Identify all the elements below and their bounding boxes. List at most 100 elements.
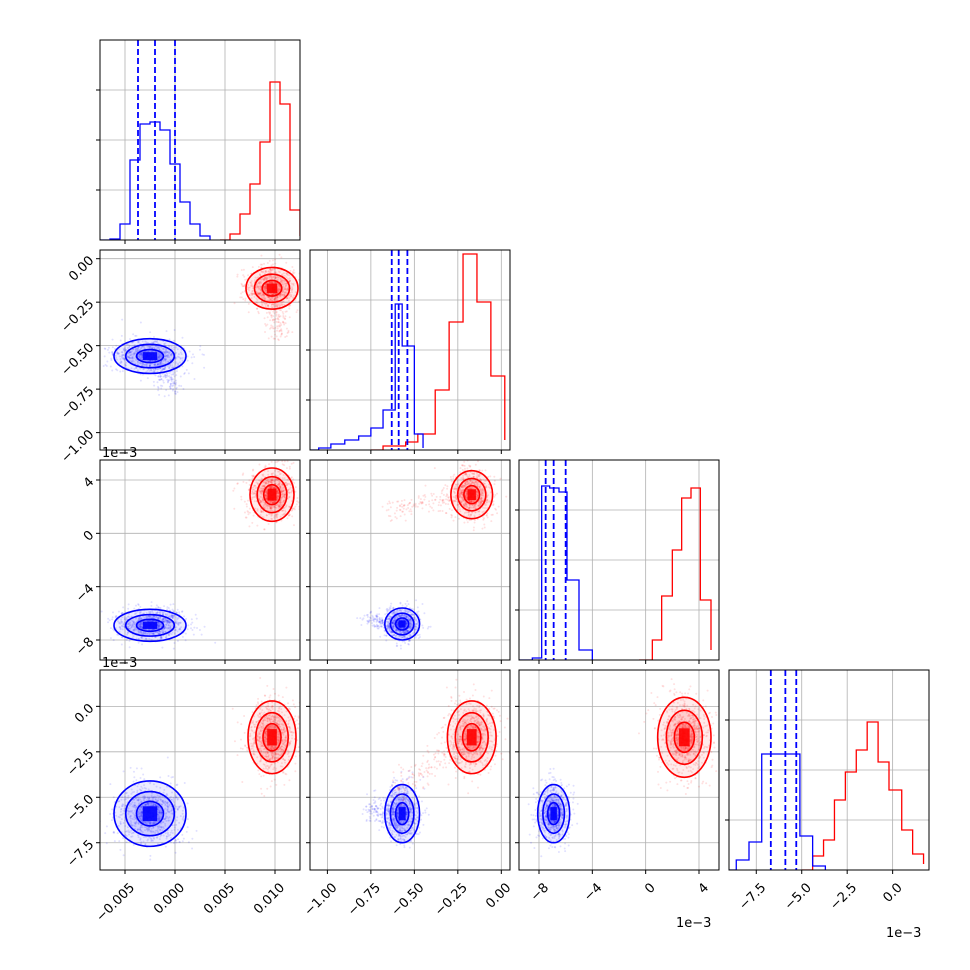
scatter-point-blue xyxy=(137,637,140,640)
scatter-point-blue xyxy=(119,627,122,630)
scatter-point-red xyxy=(278,253,281,256)
scatter-point-red xyxy=(286,297,289,300)
scatter-point-red xyxy=(258,273,261,276)
scatter-point-red xyxy=(464,494,467,497)
scatter-point-red xyxy=(278,486,281,489)
scatter-point-blue xyxy=(141,353,144,356)
scatter-point-blue xyxy=(399,647,402,650)
scatter-point-red xyxy=(466,480,469,483)
scatter-point-red xyxy=(265,285,268,288)
scatter-point-red xyxy=(257,285,260,288)
scatter-point-red xyxy=(278,481,281,484)
scatter-point-blue xyxy=(154,364,157,367)
scatter-point-red xyxy=(265,497,268,500)
scatter-point-red xyxy=(304,264,306,266)
scatter-point-blue xyxy=(155,631,158,634)
scatter-point-blue xyxy=(163,351,166,354)
scatter-point-blue xyxy=(198,629,201,632)
scatter-point-red xyxy=(278,285,281,288)
scatter-point-blue xyxy=(142,368,145,371)
scatter-point-blue xyxy=(366,620,369,623)
scatter-point-blue xyxy=(169,364,172,367)
scatter-point-red xyxy=(477,475,480,478)
scatter-point-red xyxy=(279,486,282,489)
scatter-point-blue xyxy=(141,340,144,343)
scatter-point-blue xyxy=(168,367,171,370)
scatter-point-red xyxy=(249,284,252,287)
scatter-point-blue xyxy=(379,635,382,638)
scatter-point-blue xyxy=(153,369,156,372)
scatter-point-blue xyxy=(157,347,160,350)
scatter-point-blue xyxy=(169,385,172,388)
scatter-point-red xyxy=(279,277,282,280)
scatter-point-blue xyxy=(140,356,143,359)
scatter-point-red xyxy=(259,487,262,490)
scatter-point-red xyxy=(277,338,280,341)
scatter-point-blue xyxy=(154,368,157,371)
scatter-point-blue xyxy=(139,347,142,350)
scatter-point-red xyxy=(260,254,263,257)
scatter-point-blue xyxy=(168,615,171,618)
scatter-point-red xyxy=(258,497,261,500)
scatter-point-red xyxy=(463,484,466,487)
scatter-point-blue xyxy=(166,378,169,381)
scatter-point-blue xyxy=(131,353,134,356)
scatter-point-red xyxy=(272,487,275,490)
scatter-point-red xyxy=(484,486,487,489)
scatter-point-red xyxy=(261,499,264,502)
scatter-point-blue xyxy=(168,346,171,349)
scatter-point-blue xyxy=(390,631,393,634)
scatter-point-blue xyxy=(131,341,134,344)
scatter-point-blue xyxy=(132,620,135,623)
scatter-point-blue xyxy=(124,364,127,367)
scatter-point-red xyxy=(278,288,281,291)
scatter-point-blue xyxy=(399,601,402,604)
scatter-point-red xyxy=(247,513,250,516)
scatter-point-blue xyxy=(128,351,131,354)
scatter-point-blue xyxy=(137,617,140,620)
scatter-point-red xyxy=(260,510,263,513)
scatter-point-blue xyxy=(158,361,161,364)
scatter-point-blue xyxy=(157,622,160,625)
scatter-point-blue xyxy=(389,630,392,633)
scatter-point-red xyxy=(296,309,299,312)
scatter-point-red xyxy=(273,506,276,509)
scatter-point-blue xyxy=(138,626,141,629)
scatter-point-red xyxy=(278,308,281,311)
scatter-point-blue xyxy=(141,353,144,356)
scatter-point-blue xyxy=(127,355,130,358)
scatter-point-red xyxy=(272,281,275,284)
scatter-point-red xyxy=(277,276,280,279)
scatter-point-blue xyxy=(158,632,161,635)
scatter-point-red xyxy=(290,509,293,512)
scatter-point-red xyxy=(490,513,493,516)
scatter-point-blue xyxy=(412,632,415,635)
scatter-point-blue xyxy=(375,625,378,628)
scatter-point-blue xyxy=(387,626,390,629)
scatter-point-blue xyxy=(369,617,372,620)
scatter-point-blue xyxy=(139,625,142,628)
scatter-point-blue xyxy=(413,618,416,621)
scatter-point-blue xyxy=(150,347,153,350)
scatter-point-red xyxy=(265,490,268,493)
scatter-point-red xyxy=(300,491,302,493)
scatter-point-blue xyxy=(133,351,136,354)
scatter-point-blue xyxy=(123,359,126,362)
scatter-point-blue xyxy=(190,618,193,621)
scatter-point-blue xyxy=(387,622,390,625)
scatter-point-blue xyxy=(164,358,167,361)
scatter-point-red xyxy=(283,464,286,467)
scatter-point-blue xyxy=(193,626,196,629)
scatter-point-blue xyxy=(409,622,412,625)
scatter-point-red xyxy=(280,496,283,499)
scatter-point-red xyxy=(465,480,468,483)
scatter-point-red xyxy=(464,502,467,505)
scatter-point-red xyxy=(478,510,481,513)
scatter-point-blue xyxy=(135,637,138,640)
scatter-point-red xyxy=(267,500,270,503)
scatter-point-red xyxy=(288,279,291,282)
scatter-point-blue xyxy=(122,622,125,625)
scatter-point-blue xyxy=(155,612,158,615)
scatter-point-blue xyxy=(134,348,137,351)
scatter-point-blue xyxy=(163,626,166,629)
